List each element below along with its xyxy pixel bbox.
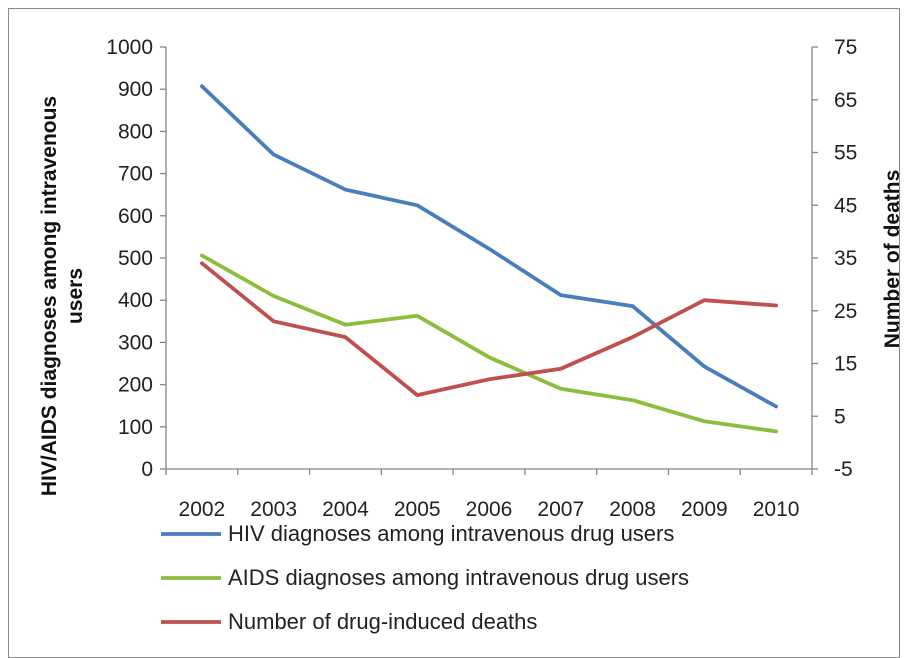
right-tick-label: 75 <box>834 36 857 59</box>
series-line-1 <box>199 84 778 409</box>
x-tick-label: 2004 <box>322 498 369 521</box>
right-tick-label: 5 <box>834 405 846 428</box>
left-axis-title-line2: users <box>64 268 87 324</box>
left-tick-label: 1000 <box>106 36 153 59</box>
legend-label-3: Number of drug-induced deaths <box>228 609 537 634</box>
right-tick-label: 45 <box>834 194 857 217</box>
left-tick-label: 900 <box>118 78 153 101</box>
x-tick-label: 2010 <box>753 498 800 521</box>
right-tick-label: 55 <box>834 142 857 165</box>
left-axis-title-line1: HIV/AIDS diagnoses among intravenous <box>38 96 61 496</box>
x-tick-label: 2007 <box>537 498 584 521</box>
left-tick-label: 300 <box>118 331 153 354</box>
series-line-2 <box>199 253 778 434</box>
right-tick-label: 65 <box>834 89 857 112</box>
x-tick-label: 2005 <box>394 498 441 521</box>
right-axis-title: Number of deaths <box>881 170 901 349</box>
legend: HIV diagnoses among intravenous drug use… <box>161 521 689 634</box>
left-tick-label: 200 <box>118 374 153 397</box>
left-tick-label: 0 <box>141 458 153 481</box>
left-tick-label: 800 <box>118 120 153 143</box>
left-tick-label: 100 <box>118 416 153 439</box>
legend-label-1: HIV diagnoses among intravenous drug use… <box>228 521 674 546</box>
right-tick-label: 35 <box>834 247 857 270</box>
right-tick-label: -5 <box>834 458 853 481</box>
right-axis-ticks: -5 5 15 25 35 45 55 65 75 <box>812 36 857 481</box>
left-tick-label: 600 <box>118 205 153 228</box>
right-tick-label: 25 <box>834 300 857 323</box>
line-chart: 0 100 200 300 400 500 600 700 800 900 1000 -5 5 15 25… <box>38 36 901 634</box>
x-tick-label: 2009 <box>681 498 728 521</box>
x-tick-label: 2002 <box>179 498 226 521</box>
left-tick-label: 700 <box>118 163 153 186</box>
x-tick-label: 2003 <box>250 498 297 521</box>
chart-frame: 0 100 200 300 400 500 600 700 800 900 1000 -5 5 15 25… <box>8 8 901 658</box>
x-tick-label: 2006 <box>466 498 513 521</box>
left-tick-label: 500 <box>118 247 153 270</box>
series-line-3 <box>199 261 778 398</box>
left-axis-ticks: 0 100 200 300 400 500 600 700 800 900 1000 <box>106 36 166 481</box>
legend-label-2: AIDS diagnoses among intravenous drug us… <box>228 565 689 590</box>
x-axis-ticks: 2002 2003 2004 2005 2006 2007 2008 2009 2010 <box>165 469 813 521</box>
axes <box>165 47 813 470</box>
x-tick-label: 2008 <box>609 498 656 521</box>
series-lines <box>199 84 778 434</box>
left-tick-label: 400 <box>118 289 153 312</box>
right-tick-label: 15 <box>834 353 857 376</box>
